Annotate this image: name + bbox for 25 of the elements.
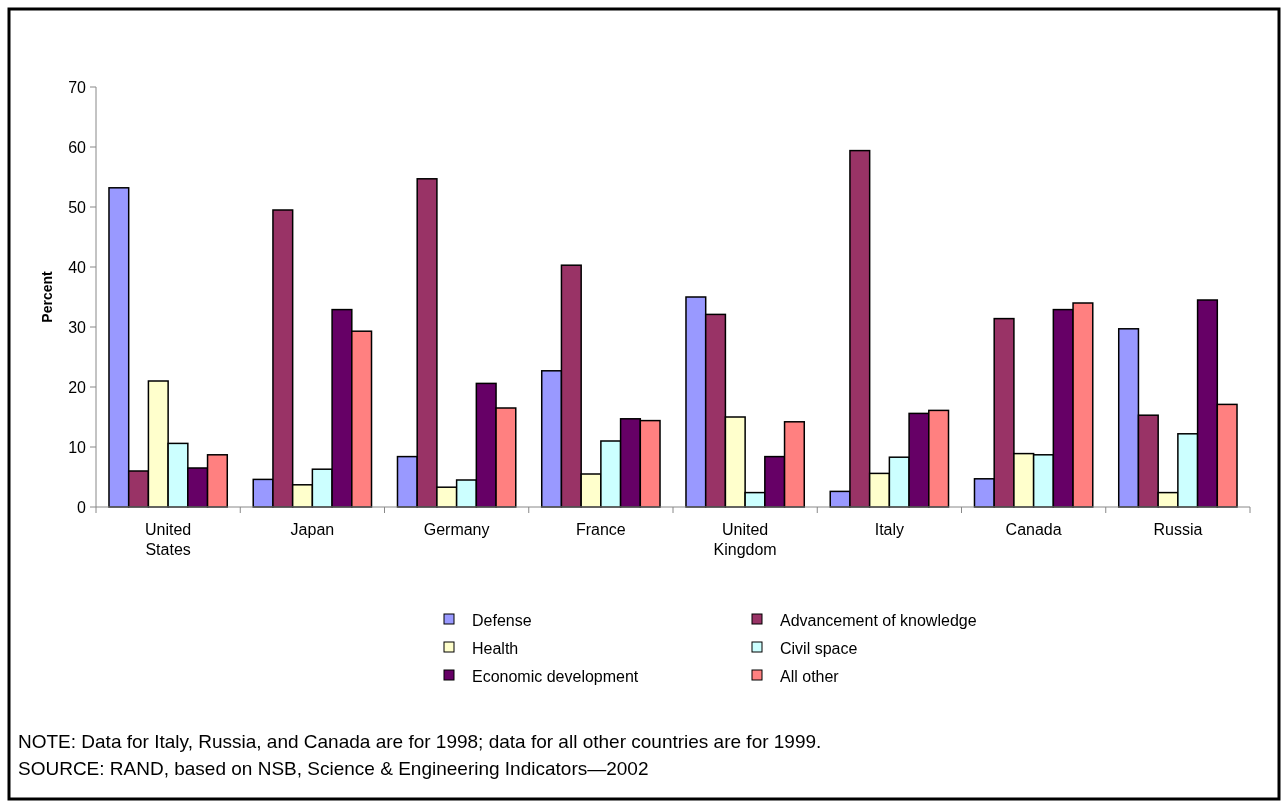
legend-label: All other	[780, 667, 840, 685]
x-tick-label: United Kingdom	[713, 521, 777, 558]
source-note: SOURCE: RAND, based on NSB, Science & Engineering Indicators—2002	[18, 758, 649, 779]
text: NOTE: Data for Italy, Russia, and Canada are for 1998; data for all other countries are for 1999.	[18, 731, 822, 752]
x-tick-label: France	[575, 521, 626, 538]
legend-label: Civil space	[780, 639, 858, 657]
y-tick-label: 70	[68, 78, 87, 96]
x-tick-label: Italy	[874, 521, 905, 538]
legend-label: Health	[472, 639, 519, 657]
y-tick-label: 0	[77, 498, 87, 516]
x-tick-label: Russia	[1153, 521, 1203, 538]
y-tick-label: 60	[68, 138, 87, 156]
y-tick-label: 40	[68, 258, 87, 276]
x-tick-label: Germany	[423, 521, 490, 538]
y-tick-label: 50	[68, 198, 87, 216]
y-tick-label: 30	[68, 318, 87, 336]
x-tick-label: Japan	[290, 521, 335, 538]
legend-label: Advancement of knowledge	[780, 611, 977, 629]
y-tick-label: 20	[68, 378, 87, 396]
y-tick-label: 10	[68, 438, 87, 456]
x-tick-label: Canada	[1005, 521, 1062, 538]
x-tick-label: United States	[145, 521, 192, 558]
y-axis-title: Percent	[39, 270, 55, 323]
legend-label: Defense	[472, 611, 532, 629]
legend-label: Economic development	[472, 667, 639, 685]
